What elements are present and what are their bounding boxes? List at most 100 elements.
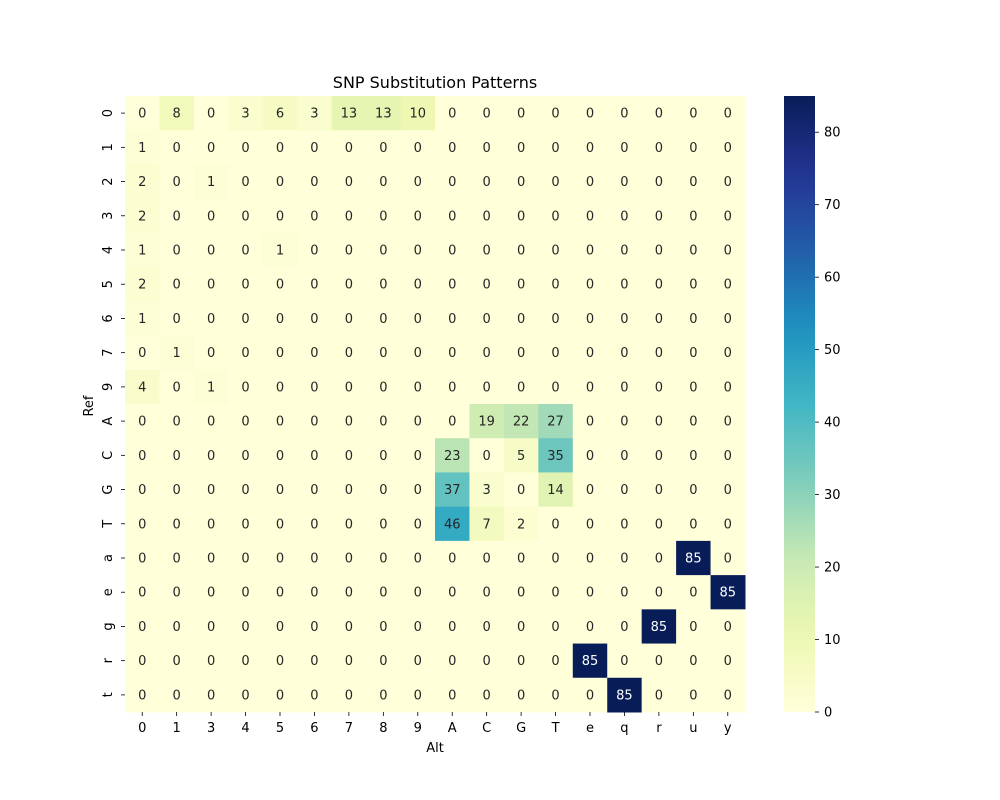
heatmap-cell <box>125 301 160 337</box>
heatmap-cell <box>366 369 402 405</box>
cell-value-label: 0 <box>207 483 215 498</box>
cell-value-label: 0 <box>345 654 353 669</box>
y-tick-label: G <box>101 485 116 495</box>
heatmap-cell <box>538 643 574 679</box>
cell-value-label: 0 <box>448 209 456 224</box>
heatmap-cell <box>607 609 643 645</box>
cell-value-label: 0 <box>310 483 318 498</box>
heatmap-cell <box>366 232 402 268</box>
heatmap-cell <box>193 404 229 439</box>
y-tick-label: 7 <box>101 349 116 357</box>
heatmap-cell <box>503 643 539 679</box>
heatmap-cell <box>538 575 574 610</box>
cell-value-label: 0 <box>724 552 732 567</box>
cell-value-label: 0 <box>173 312 181 327</box>
heatmap-cell <box>503 677 539 713</box>
heatmap-cell <box>435 575 470 610</box>
heatmap-cell <box>435 540 470 576</box>
cell-value-label: 0 <box>173 415 181 430</box>
cell-value-label: 0 <box>517 380 525 395</box>
y-tick-label: r <box>101 657 116 663</box>
heatmap-cell <box>572 643 608 679</box>
heatmap-cell <box>228 232 264 268</box>
heatmap-cell <box>572 404 608 439</box>
cell-value-label: 0 <box>207 244 215 259</box>
cell-value-label: 0 <box>379 175 387 190</box>
cell-value-label: 0 <box>483 244 491 259</box>
heatmap-cell <box>125 232 160 268</box>
heatmap-cell <box>435 369 470 405</box>
heatmap-cell <box>262 472 298 508</box>
heatmap-cell <box>641 404 677 439</box>
cell-value-label: 0 <box>310 244 318 259</box>
heatmap-cell <box>710 575 746 610</box>
cell-value-label: 0 <box>517 107 525 122</box>
cell-value-label: 0 <box>310 312 318 327</box>
heatmap-cell <box>366 267 402 302</box>
cell-value-label: 0 <box>586 107 594 122</box>
heatmap-cell <box>607 506 643 542</box>
heatmap-cell <box>435 130 470 165</box>
heatmap-cell <box>607 677 643 713</box>
cell-value-label: 0 <box>620 278 628 293</box>
heatmap-cell <box>228 677 264 713</box>
cell-value-label: 2 <box>138 209 146 224</box>
cell-value-label: 0 <box>241 688 249 703</box>
heatmap-cell <box>228 301 264 337</box>
cell-value-label: 3 <box>241 107 249 122</box>
heatmap-cell <box>538 130 574 165</box>
heatmap-cell <box>331 164 367 200</box>
heatmap-cell <box>297 540 333 576</box>
cell-value-label: 85 <box>685 552 702 567</box>
heatmap-cell <box>297 369 333 405</box>
heatmap-cell <box>297 267 333 302</box>
heatmap-cell <box>125 609 160 645</box>
cell-value-label: 0 <box>207 141 215 156</box>
heatmap-cell <box>538 404 574 439</box>
heatmap-cell <box>503 438 539 473</box>
heatmap-cell <box>676 301 712 337</box>
heatmap-cell <box>676 506 712 542</box>
heatmap-cell <box>607 164 643 200</box>
heatmap-cell <box>159 677 195 713</box>
heatmap-cell <box>676 335 712 371</box>
cell-value-label: 0 <box>414 620 422 635</box>
heatmap-cell <box>331 404 367 439</box>
heatmap-cell <box>607 369 643 405</box>
cell-value-label: 0 <box>586 517 594 532</box>
heatmap-cell <box>262 164 298 200</box>
heatmap-cell <box>676 643 712 679</box>
cell-value-label: 0 <box>345 175 353 190</box>
cell-value-label: 0 <box>551 688 559 703</box>
cell-value-label: 0 <box>310 449 318 464</box>
cell-value-label: 0 <box>414 415 422 430</box>
cell-value-label: 0 <box>655 346 663 361</box>
heatmap-cell <box>366 164 402 200</box>
heatmap-cell <box>676 130 712 165</box>
colorbar-tick-label: 80 <box>824 126 841 141</box>
heatmap-cell <box>125 438 160 473</box>
cell-value-label: 19 <box>478 415 495 430</box>
cell-value-label: 0 <box>448 107 456 122</box>
heatmap-cell <box>435 506 470 542</box>
cell-value-label: 2 <box>138 175 146 190</box>
cell-value-label: 0 <box>620 244 628 259</box>
cell-value-label: 0 <box>620 552 628 567</box>
heatmap-cell <box>193 438 229 473</box>
heatmap-cell <box>538 335 574 371</box>
cell-value-label: 0 <box>586 244 594 259</box>
x-tick-label: 6 <box>310 721 318 736</box>
heatmap-cell <box>331 438 367 473</box>
cell-value-label: 0 <box>345 380 353 395</box>
cell-value-label: 0 <box>138 586 146 601</box>
heatmap-cell <box>538 301 574 337</box>
cell-value-label: 0 <box>173 620 181 635</box>
cell-value-label: 0 <box>655 141 663 156</box>
cell-value-label: 0 <box>517 312 525 327</box>
cell-value-label: 0 <box>620 380 628 395</box>
cell-value-label: 14 <box>547 483 564 498</box>
cell-value-label: 0 <box>310 209 318 224</box>
y-axis-label: Ref <box>82 395 97 416</box>
cell-value-label: 0 <box>551 552 559 567</box>
heatmap-cell <box>228 130 264 165</box>
